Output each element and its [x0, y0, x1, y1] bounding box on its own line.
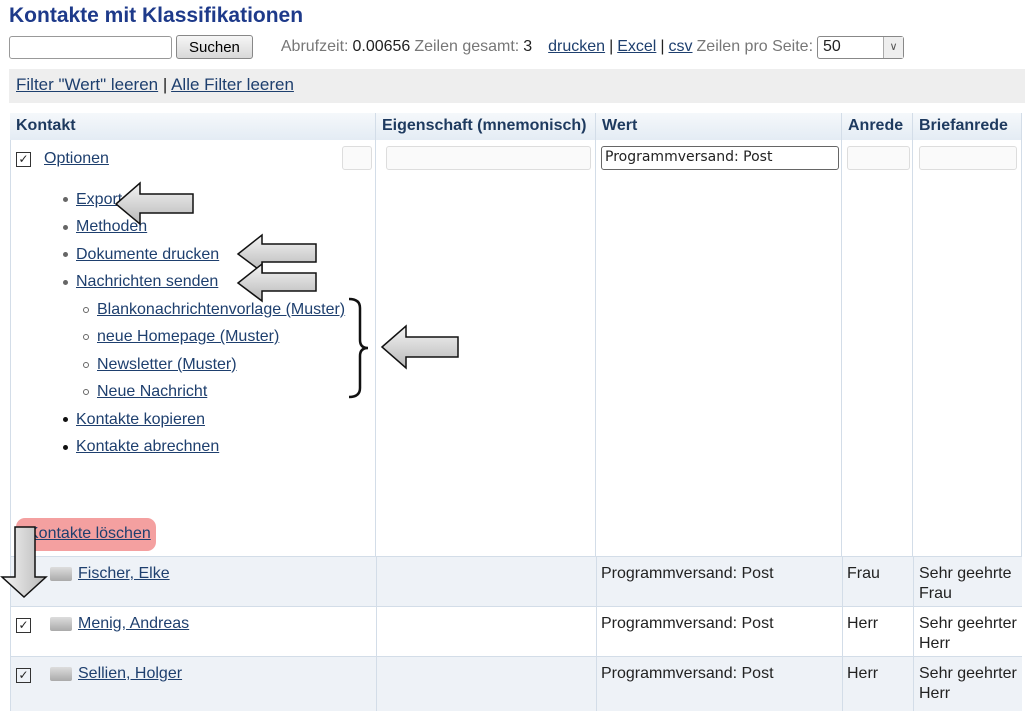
menu-item-dokumente-drucken: Dokumente drucken	[63, 241, 345, 269]
print-link[interactable]: drucken	[548, 38, 606, 55]
circle-bullet-icon	[83, 361, 89, 368]
search-input[interactable]	[9, 35, 172, 59]
bullet-icon	[63, 197, 68, 203]
csv-link[interactable]: csv	[668, 38, 693, 55]
toolbar: Suchen Abrufzeit: 0.00656 Zeilen gesamt:…	[9, 35, 905, 59]
select-all-checkbox[interactable]: ✓	[16, 151, 31, 167]
table-row: Fischer, Elke Programmversand: Post Frau…	[10, 556, 1022, 606]
table-row: ✓ Sellien, Holger Programmversand: Post …	[10, 656, 1022, 711]
table-row: ✓ Menig, Andreas Programmversand: Post H…	[10, 606, 1022, 656]
wert-cell: Programmversand: Post	[601, 565, 774, 582]
per-page-label: Zeilen pro Seite:	[696, 38, 814, 55]
homepage-link[interactable]: neue Homepage (Muster)	[97, 328, 280, 346]
contact-link[interactable]: Menig, Andreas	[78, 615, 190, 632]
kontakt-filter-input[interactable]	[342, 146, 372, 170]
contact-icon	[50, 667, 72, 686]
per-page-value: 50	[823, 38, 841, 55]
nachrichten-senden-link[interactable]: Nachrichten senden	[76, 273, 219, 291]
separator: |	[162, 75, 168, 94]
options-menu: Export Methoden Dokumente drucken Nachri…	[63, 186, 345, 461]
menu-item-kopieren: Kontakte kopieren	[63, 406, 345, 434]
bullet-icon	[63, 417, 68, 423]
briefanrede-cell: Sehr geehrter	[919, 615, 1017, 632]
bullet-icon	[63, 252, 68, 258]
filter-cell-briefanrede	[913, 140, 1022, 556]
contact-icon	[50, 567, 72, 586]
contact-icon	[50, 617, 72, 636]
menu-item-abrechnen: Kontakte abrechnen	[63, 434, 345, 462]
anrede-cell: Frau	[847, 565, 880, 582]
row-checkbox[interactable]: ✓	[16, 668, 31, 683]
briefanrede-cell: Sehr geehrte	[919, 565, 1012, 582]
column-header-anrede[interactable]: Anrede	[842, 113, 913, 140]
column-header-briefanrede[interactable]: Briefanrede	[913, 113, 1022, 140]
divider	[10, 556, 11, 711]
filter-cell-eigenschaft	[376, 140, 596, 556]
bullet-icon	[63, 444, 68, 450]
contact-link[interactable]: Sellien, Holger	[78, 665, 183, 682]
menu-item-methoden: Methoden	[63, 214, 345, 242]
fetch-time-label: Abrufzeit:	[280, 38, 349, 55]
column-header-wert[interactable]: Wert	[596, 113, 842, 140]
divider	[913, 556, 914, 711]
briefanrede-cell-line2: Frau	[919, 585, 952, 602]
column-header-eigenschaft[interactable]: Eigenschaft (mnemonisch)	[376, 113, 596, 140]
fetch-time-value: 0.00656	[352, 38, 411, 55]
wert-cell: Programmversand: Post	[601, 665, 774, 682]
anrede-cell: Herr	[847, 665, 879, 682]
page-title: Kontakte mit Klassifikationen	[9, 4, 304, 27]
circle-bullet-icon	[83, 306, 89, 313]
divider	[842, 556, 843, 711]
submenu-item: neue Homepage (Muster)	[63, 324, 345, 352]
rows-total-label: Zeilen gesamt:	[414, 38, 520, 55]
filter-cell-wert	[596, 140, 842, 556]
search-button[interactable]: Suchen	[176, 35, 253, 59]
circle-bullet-icon	[83, 334, 89, 341]
delete-contacts-link[interactable]: Kontakte löschen	[28, 525, 151, 542]
contact-link[interactable]: Fischer, Elke	[78, 565, 170, 582]
column-header-kontakt[interactable]: Kontakt	[10, 113, 376, 140]
anrede-cell: Herr	[847, 615, 879, 632]
filter-cell-kontakt	[10, 140, 376, 556]
submenu-item: Blankonachrichtenvorlage (Muster)	[63, 296, 345, 324]
rows-total-value: 3	[523, 38, 533, 55]
divider	[376, 556, 377, 711]
options-link[interactable]: Optionen	[44, 150, 109, 167]
export-link[interactable]: Export	[76, 190, 123, 208]
wert-cell: Programmversand: Post	[601, 615, 774, 632]
circle-bullet-icon	[83, 389, 89, 396]
clear-all-filters-link[interactable]: Alle Filter leeren	[171, 75, 294, 94]
clear-value-filter-link[interactable]: Filter "Wert" leeren	[16, 75, 159, 94]
briefanrede-filter-input[interactable]	[919, 146, 1017, 170]
dokumente-drucken-link[interactable]: Dokumente drucken	[76, 245, 220, 263]
briefanrede-cell-line2: Herr	[919, 635, 951, 652]
divider	[596, 556, 597, 711]
delete-highlight: Kontakte löschen	[16, 518, 156, 551]
excel-link[interactable]: Excel	[617, 38, 657, 55]
briefanrede-cell-line2: Herr	[919, 685, 951, 702]
methoden-link[interactable]: Methoden	[76, 218, 148, 236]
anrede-filter-input[interactable]	[847, 146, 910, 170]
kontakte-kopieren-link[interactable]: Kontakte kopieren	[76, 410, 205, 428]
blankonachricht-link[interactable]: Blankonachrichtenvorlage (Muster)	[97, 300, 346, 318]
filter-bar: Filter "Wert" leeren | Alle Filter leere…	[9, 69, 1025, 103]
submenu-item: Neue Nachricht	[63, 379, 345, 407]
bullet-icon	[63, 224, 68, 230]
row-checkbox[interactable]: ✓	[16, 618, 31, 633]
neue-nachricht-link[interactable]: Neue Nachricht	[97, 383, 208, 401]
filter-cell-anrede	[842, 140, 913, 556]
menu-item-export: Export	[63, 186, 345, 214]
eigenschaft-filter-input[interactable]	[386, 146, 591, 170]
chevron-down-icon: ∨	[883, 36, 904, 58]
wert-filter-input[interactable]: Programmversand: Post	[601, 146, 839, 170]
submenu-item: Newsletter (Muster)	[63, 351, 345, 379]
menu-item-nachrichten-senden: Nachrichten senden	[63, 269, 345, 297]
newsletter-link[interactable]: Newsletter (Muster)	[97, 355, 237, 373]
briefanrede-cell: Sehr geehrter	[919, 665, 1017, 682]
bullet-icon	[63, 279, 68, 285]
per-page-select[interactable]: 50 ∨	[817, 35, 905, 59]
kontakte-abrechnen-link[interactable]: Kontakte abrechnen	[76, 438, 220, 456]
